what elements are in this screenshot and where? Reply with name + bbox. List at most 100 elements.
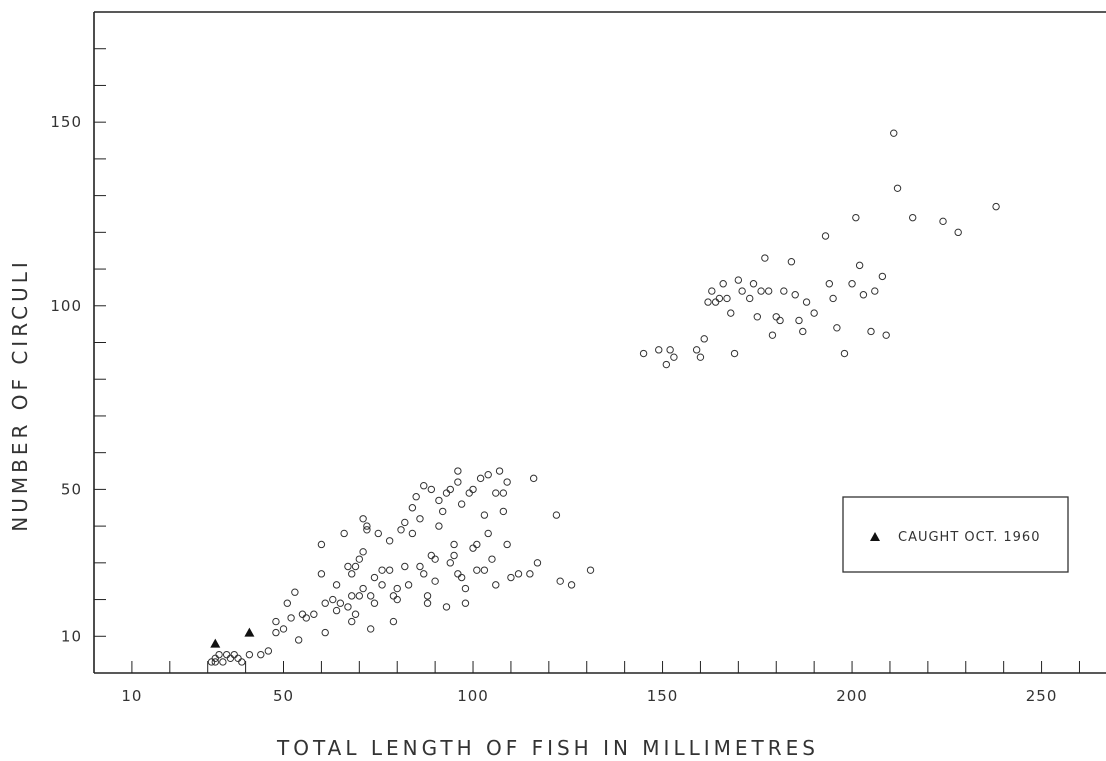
circle-point	[416, 562, 424, 571]
circle-point	[283, 599, 292, 607]
circle-point	[245, 650, 254, 659]
circle-point	[344, 603, 352, 611]
circle-point	[435, 496, 443, 505]
circle-point	[833, 324, 841, 332]
circle-point	[454, 467, 462, 475]
circle-point	[412, 493, 420, 501]
circle-point	[662, 360, 671, 369]
circle-point	[257, 650, 265, 659]
circle-point	[393, 595, 401, 604]
circle-point	[215, 650, 223, 659]
circle-point	[366, 592, 375, 600]
y-axis-ticks: 10 50 100 150	[50, 48, 106, 645]
circle-point	[378, 581, 386, 589]
circle-point	[219, 658, 227, 666]
circle-point	[450, 540, 458, 549]
circle-point	[332, 581, 341, 589]
circle-point	[480, 511, 489, 519]
circle-point	[336, 599, 345, 607]
circle-point	[473, 540, 481, 549]
circle-point	[746, 294, 754, 303]
circle-point	[639, 349, 648, 358]
circle-point	[211, 654, 219, 663]
x-tick-label: 200	[836, 687, 868, 705]
circle-point	[461, 584, 470, 593]
circle-point	[230, 650, 238, 659]
circle-point	[450, 551, 458, 560]
circle-point	[795, 316, 803, 325]
circle-point	[431, 555, 439, 563]
circle-point	[427, 485, 436, 494]
y-tick-label: 100	[50, 297, 82, 315]
circle-point	[526, 570, 534, 578]
circle-point	[351, 562, 360, 571]
circle-point	[359, 548, 367, 556]
circle-point	[821, 232, 830, 240]
circle-point	[393, 584, 401, 593]
circle-point	[852, 213, 860, 222]
circle-point	[408, 529, 417, 538]
circle-point	[492, 581, 500, 589]
circle-point	[586, 566, 595, 574]
circle-point	[389, 592, 398, 600]
circle-point	[556, 577, 564, 585]
circle-point	[939, 217, 947, 226]
circle-point	[753, 313, 761, 321]
circle-point	[567, 581, 576, 589]
circle-point	[764, 287, 773, 295]
circle-point	[321, 599, 329, 607]
circle-point	[514, 570, 523, 578]
circle-point	[321, 628, 329, 637]
circle-point	[332, 606, 341, 615]
circle-point	[723, 294, 731, 303]
circle-point	[294, 636, 303, 644]
circle-point	[867, 327, 875, 336]
circle-point	[787, 258, 796, 266]
circle-point	[507, 573, 515, 582]
circle-point	[291, 588, 299, 596]
circle-point	[446, 485, 454, 494]
circle-point	[355, 592, 364, 600]
circle-point	[810, 309, 818, 317]
circle-point	[734, 276, 743, 284]
circle-point	[776, 316, 784, 325]
circle-point	[655, 346, 663, 354]
circle-point	[878, 272, 887, 281]
circle-point	[476, 474, 485, 483]
circle-point	[329, 595, 337, 604]
circle-point	[287, 614, 295, 622]
circle-point	[503, 478, 511, 486]
circle-point	[344, 562, 352, 571]
circle-point	[461, 599, 470, 607]
y-tick-label: 10	[61, 627, 82, 645]
circle-point	[207, 658, 216, 666]
circle-point	[890, 129, 898, 137]
circle-point	[768, 331, 777, 339]
circle-point	[469, 485, 477, 494]
circle-point	[670, 353, 678, 361]
circle-point	[457, 500, 466, 508]
x-tick-label: 50	[273, 687, 294, 705]
circle-point	[495, 467, 504, 475]
circle-point	[719, 280, 727, 288]
circle-point	[480, 566, 489, 574]
circle-point	[446, 559, 454, 567]
circle-point	[954, 228, 962, 237]
circle-point	[799, 327, 807, 336]
circle-point	[529, 474, 538, 483]
circle-point	[473, 566, 481, 574]
plot-frame	[93, 11, 1106, 674]
circle-point	[340, 529, 348, 538]
circle-point	[211, 658, 219, 666]
circle-point	[397, 526, 405, 534]
circle-point	[264, 647, 273, 655]
circle-point	[761, 254, 769, 262]
circle-point	[730, 349, 739, 358]
circle-point	[454, 570, 462, 578]
circle-point	[840, 349, 849, 358]
circle-point	[370, 599, 379, 607]
circle-point	[992, 202, 1000, 211]
circle-point	[439, 507, 447, 516]
y-axis-title: NUMBER OF CIRCULI	[8, 258, 32, 531]
x-axis-title: TOTAL LENGTH OF FISH IN MILLIMETRES	[276, 736, 819, 760]
